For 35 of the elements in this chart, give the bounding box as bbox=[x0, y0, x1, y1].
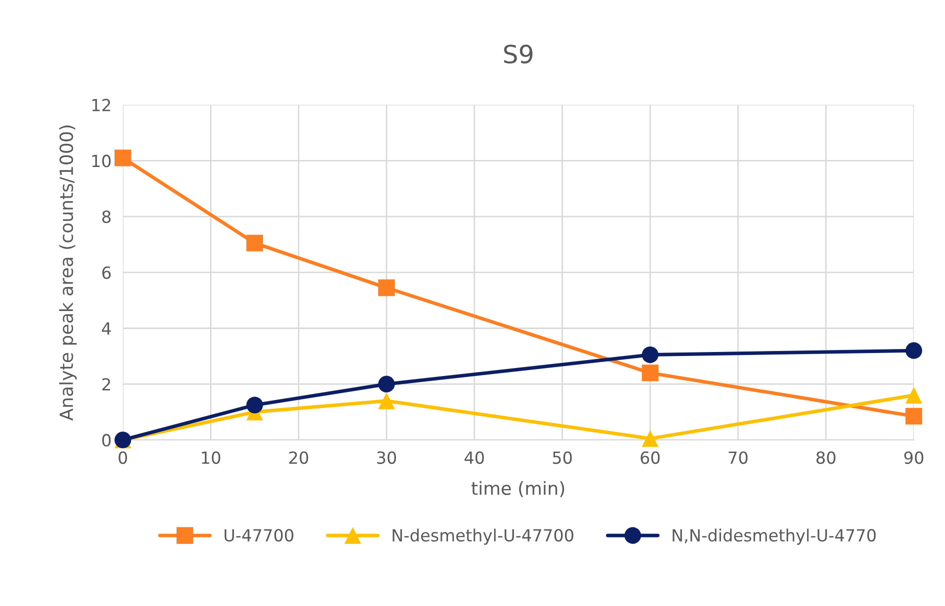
x-tick-label: 50 bbox=[552, 451, 572, 464]
point bbox=[114, 150, 132, 166]
x-axis-title: time (min) bbox=[471, 481, 564, 498]
y-tick-label: 8 bbox=[102, 210, 111, 224]
point bbox=[246, 234, 264, 252]
point bbox=[378, 376, 395, 392]
point bbox=[905, 386, 922, 404]
y-tick-label: 6 bbox=[102, 266, 111, 279]
x-tick-label: 10 bbox=[202, 451, 220, 464]
chart-title: S9 bbox=[504, 44, 532, 64]
x-tick-label: 20 bbox=[289, 451, 308, 464]
x-tick-label: 30 bbox=[377, 451, 396, 464]
y-tick-label: 0 bbox=[102, 434, 111, 447]
point bbox=[642, 430, 658, 447]
x-tick-label: 70 bbox=[728, 451, 748, 464]
point bbox=[905, 342, 922, 359]
point bbox=[642, 364, 658, 382]
legend-label: N-desmethyl-U-47700 bbox=[392, 528, 574, 545]
x-tick-label: 90 bbox=[904, 451, 924, 464]
legend-label: N,N-didesmethyl-U-4770 bbox=[672, 528, 876, 545]
x-tick-label: 80 bbox=[816, 451, 836, 464]
point bbox=[378, 279, 395, 296]
y-tick-label: 10 bbox=[92, 154, 111, 168]
x-tick-label: 40 bbox=[464, 451, 484, 464]
y-tick-label: 12 bbox=[92, 98, 110, 112]
legend-label: U-47700 bbox=[224, 528, 294, 542]
y-tick-label: 4 bbox=[102, 322, 111, 335]
x-tick-label: 0 bbox=[118, 451, 128, 464]
y-axis-title: Analyte peak area (counts/1000) bbox=[59, 126, 77, 421]
x-tick-label: 60 bbox=[640, 451, 660, 464]
point bbox=[378, 392, 395, 410]
y-tick-label: 2 bbox=[102, 378, 110, 390]
point bbox=[905, 408, 922, 425]
point bbox=[246, 396, 264, 414]
point bbox=[642, 346, 658, 364]
